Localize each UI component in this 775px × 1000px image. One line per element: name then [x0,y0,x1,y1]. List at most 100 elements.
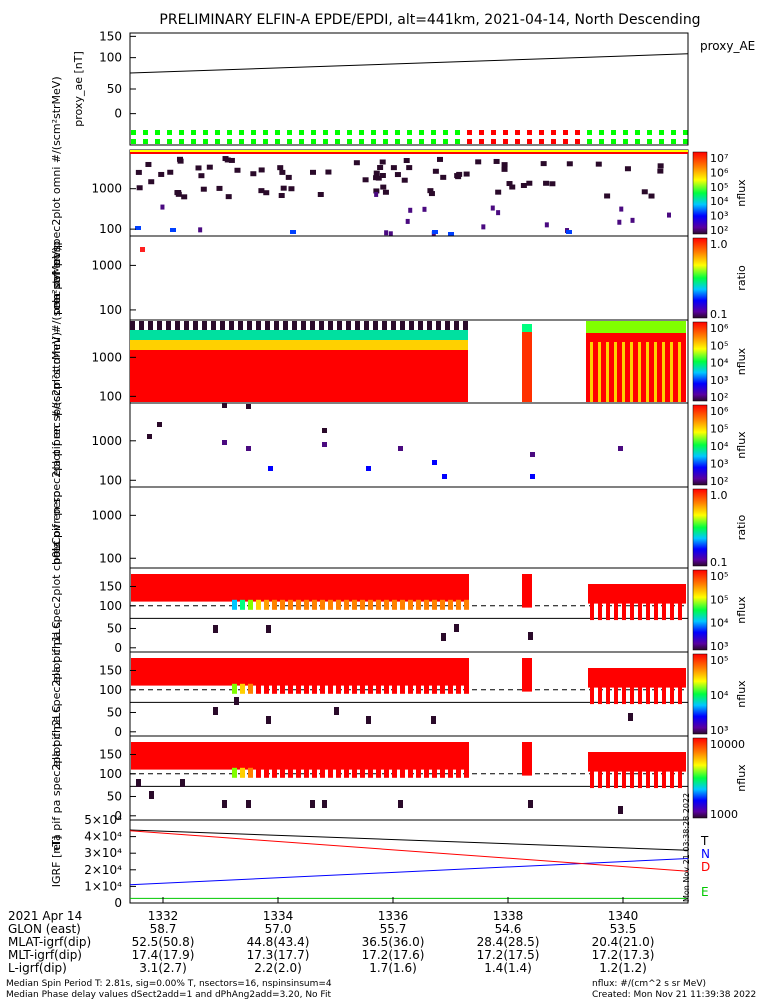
spec-pixel [280,185,287,191]
pa-lc-pixel [384,767,389,778]
spec-pixel [432,168,439,174]
colorbar-tick-label: 10⁶ [710,322,729,335]
pa-right-stripe [622,685,626,705]
colorbar-tick-label: 1.0 [710,238,728,251]
spec-pixel [228,157,235,163]
pa-lc-pixel [232,599,237,610]
colorbar-label: nflux [735,179,748,207]
mlat-3: 28.4(28.5) [477,935,540,949]
spec-dark-bar [238,321,243,330]
colorbar-tick-label: 10⁶ [710,405,729,418]
pa-lc-pixel [240,599,245,610]
pa-right-stripe [646,601,650,621]
igrf-legend-t: T [700,834,709,848]
pa-lc-pixel [264,683,269,694]
colorbar-tick-label: 10⁶ [710,166,729,179]
spec-pixel-sparse [496,210,501,216]
pa-lc-pixel [272,683,277,694]
pa-lc-pixel [384,599,389,610]
time-tick-1: 1334 [263,909,294,923]
spec-pixel [506,181,513,187]
spec-dark-bar [211,321,216,330]
spec-pixel-blue [290,230,296,234]
pa-lc-pixel [352,767,357,778]
status-dot-bottom [455,139,460,144]
panels-layer [129,32,708,904]
status-dot-bottom [623,139,628,144]
colorbar-tick-label: 10³ [710,374,728,387]
spec-right-top [586,321,686,333]
status-dot-top [611,130,616,135]
spec-dark-bar [229,321,234,330]
pa-lc-pixel [384,683,389,694]
footer-left-1: Median Spin Period T: 2.81s, sig=0.00% T… [6,979,332,989]
status-dot-top [575,130,580,135]
spec-pixel-blue [432,230,438,234]
status-dot-bottom [167,139,172,144]
panel-frame [129,486,689,569]
pa-right-stripe [606,769,610,789]
spec-right-stripe [646,342,649,402]
spec-pixel [195,165,202,171]
pa-lc-pixel [400,767,405,778]
pa-right-stripe [678,685,682,705]
spec-dark-bar [175,321,180,330]
spec-pixel-sparse [374,191,379,197]
spec-yellow-band [130,340,468,350]
status-dot-bottom [155,139,160,144]
spec-pixel [398,446,403,451]
spec-pixel [200,186,207,192]
pa-right-stripe [630,769,634,789]
status-dot-top [251,130,256,135]
spec-pixel [258,167,265,173]
status-dot-top [155,130,160,135]
pa-sparse-pixel [441,633,446,641]
pa-right-stripe [670,685,674,705]
igrf-legend-d: D [701,860,710,874]
pa-lc-pixel [360,767,365,778]
spec-pixel [263,190,270,196]
y-tick-label: 150 [99,663,122,677]
spec-mid-block [522,330,532,402]
pa-sparse-pixel [454,624,459,632]
pa-lc-pixel [272,767,277,778]
glon-3: 54.6 [495,922,522,936]
l-2: 1.7(1.6) [369,961,417,975]
spec-pixel [222,156,229,162]
pa-lc-pixel [400,599,405,610]
status-dot-bottom [587,139,592,144]
status-dot-bottom [491,139,496,144]
colorbar-label: nflux [735,764,748,792]
pa-lc-pixel [456,683,461,694]
pa-lc-pixel [408,767,413,778]
pa-lc-pixel [400,683,405,694]
status-dot-top [167,130,172,135]
colorbar-tick-label: 10⁴ [710,617,729,630]
status-dot-top [635,130,640,135]
status-dot-top [539,130,544,135]
pa-right-stripe [638,685,642,705]
pa-right-stripe [614,685,618,705]
spec-pixel [373,170,380,176]
colorbar-tick-label: 10⁵ [710,423,728,436]
colorbar-tick-label: 10³ [710,724,728,737]
status-dot-bottom [227,139,232,144]
row-label-l: L-igrf(dip) [8,961,67,975]
pa-mid-block [522,658,532,692]
y-tick-label: 0 [114,641,122,655]
l-3: 1.4(1.4) [484,961,532,975]
status-dot-top [239,130,244,135]
spec-dark-bar [463,321,468,330]
spec-dark-bar [256,321,261,330]
time-tick-0: 1332 [148,909,179,923]
pa-lc-pixel [328,599,333,610]
y-axis-label: ela pif en spec2plot omni #/(scm²strMeV) [50,247,63,477]
pa-lc-pixel [376,599,381,610]
spec-pixel [317,192,324,198]
spec-pixel-sparse [405,218,410,224]
spec-pixel [258,188,265,194]
spec-pixel-blue [566,230,572,234]
spec-pixel [520,183,527,189]
pa-lc-pixel [288,599,293,610]
spec-pixel [246,446,251,451]
